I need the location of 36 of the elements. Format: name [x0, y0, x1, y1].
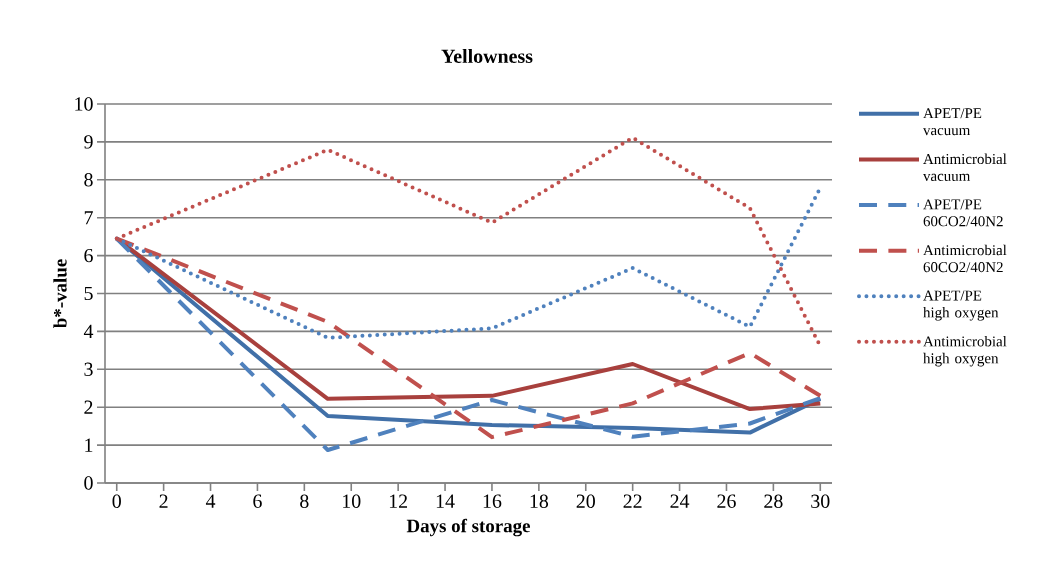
x-tick-label: 0: [112, 494, 121, 508]
y-tick-label: 3: [84, 362, 93, 376]
y-axis-title: b*-value: [53, 259, 67, 328]
y-tick-label: 9: [84, 135, 93, 149]
y-tick-label: 7: [84, 211, 93, 225]
x-tick-label: 26: [717, 494, 736, 508]
x-tick-label: 24: [670, 494, 690, 508]
legend-label: APET/PE high oxygen: [923, 290, 999, 321]
x-tick-label: 18: [530, 494, 549, 508]
legend-label: Antimicrobial 60CO2/40N2: [923, 244, 1007, 273]
y-tick-label: 2: [84, 400, 93, 414]
x-tick-label: 14: [436, 494, 455, 508]
x-tick-label: 16: [483, 494, 502, 508]
y-tick-label: 8: [84, 173, 93, 187]
legend-label: APET/PE 60CO2/40N2: [923, 199, 1003, 227]
legend-label: APET/PE vacuum: [923, 108, 982, 136]
y-tick-label: 10: [75, 97, 93, 111]
y-tick-label: 5: [84, 286, 93, 301]
legend-label: Antimicrobial vacuum: [923, 153, 1007, 181]
legend-label: Antimicrobial high oxygen: [923, 335, 1007, 367]
y-tick-label: 1: [85, 438, 93, 452]
x-axis-title: Days of storage: [406, 518, 531, 537]
x-tick-label: 30: [811, 494, 830, 508]
y-tick-label: 0: [84, 476, 93, 490]
x-tick-label: 4: [205, 494, 216, 508]
x-tick-label: 28: [764, 494, 783, 508]
chart-title: Yellowness: [441, 48, 533, 63]
x-tick-label: 22: [623, 494, 642, 508]
x-tick-label: 6: [253, 494, 262, 508]
y-tick-label: 4: [83, 324, 94, 338]
y-tick-label: 6: [84, 248, 93, 263]
x-tick-label: 10: [343, 494, 361, 508]
x-tick-label: 20: [576, 494, 595, 508]
x-tick-label: 12: [389, 494, 408, 508]
x-tick-label: 2: [159, 494, 168, 508]
x-tick-label: 8: [300, 494, 309, 508]
